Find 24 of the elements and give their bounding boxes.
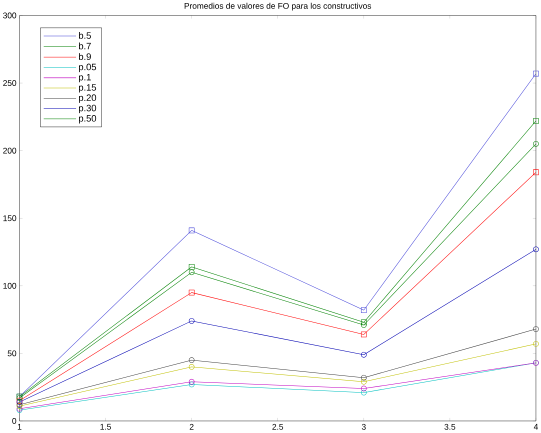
- y-tick-label: 250: [3, 80, 16, 86]
- x-tick-label: 3: [362, 424, 366, 430]
- legend-label: p.20: [78, 94, 96, 104]
- legend-label: b.5: [78, 32, 91, 40]
- x-tick-label: 2.5: [272, 424, 284, 430]
- legend-label: b.7: [78, 42, 91, 50]
- y-tick-label: 0: [12, 418, 16, 424]
- legend-label: p.30: [78, 104, 96, 114]
- y-tick-label: 50: [8, 350, 16, 357]
- legend-label: p.50: [78, 115, 96, 124]
- y-tick-label: 200: [3, 148, 16, 154]
- x-tick-label: 4: [534, 424, 538, 430]
- y-tick-label: 300: [3, 12, 16, 19]
- legend-label: b.9: [78, 53, 91, 60]
- legend-label: p.1: [78, 74, 91, 83]
- legend-label: p.05: [78, 64, 96, 72]
- legend-label: p.15: [78, 84, 96, 93]
- chart-title: Promedios de valores de FO para los constructivos: [184, 2, 372, 11]
- y-tick-label: 100: [3, 283, 16, 289]
- x-tick-label: 3.5: [444, 424, 456, 430]
- x-tick-label: 1: [18, 424, 22, 430]
- x-tick-label: 1.5: [100, 424, 111, 430]
- y-tick-label: 150: [3, 216, 16, 222]
- x-tick-label: 2: [190, 424, 194, 430]
